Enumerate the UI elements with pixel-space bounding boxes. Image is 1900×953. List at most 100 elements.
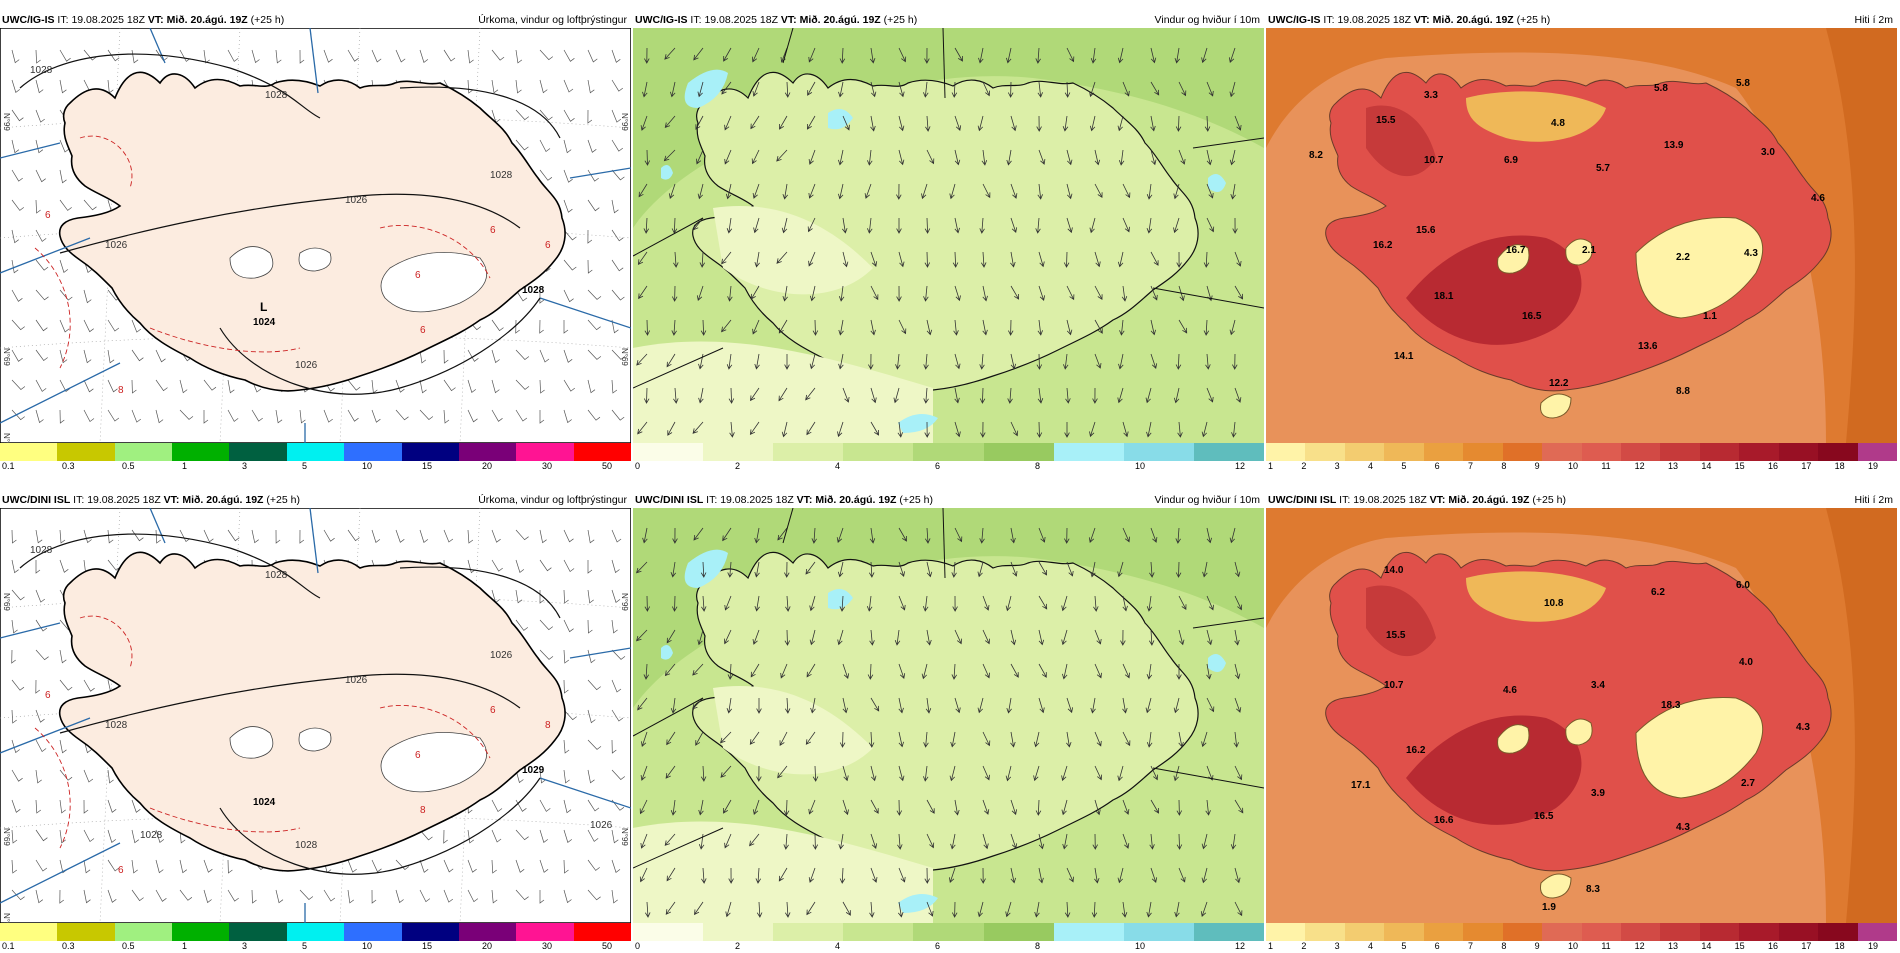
wind-barb	[611, 199, 619, 214]
lead-time: (+25 h)	[250, 14, 285, 26]
wind-barb	[563, 169, 573, 183]
wind-arrow	[1062, 663, 1068, 680]
wind-arrow	[1117, 765, 1124, 782]
wind-barb	[443, 409, 450, 424]
isobar	[19, 53, 321, 119]
wind-barb	[35, 739, 47, 753]
temperature-value: 4.3	[1744, 248, 1758, 259]
wind-barb	[323, 409, 333, 423]
wind-arrow	[898, 81, 905, 98]
colorbar-tick-label: 0.5	[122, 941, 135, 951]
wind-arrow	[1150, 867, 1158, 883]
wind-arrow	[924, 217, 931, 234]
wind-arrow	[749, 833, 760, 847]
wind-barb	[515, 529, 529, 541]
wind-barb	[587, 619, 593, 634]
wind-arrow	[784, 561, 790, 578]
wind-barb	[347, 379, 361, 391]
wind-barb	[35, 139, 44, 154]
temp-band	[1266, 28, 1897, 443]
wind-barb	[539, 859, 549, 873]
isobar	[59, 673, 521, 734]
wind-barb	[251, 889, 257, 904]
wind-barb	[35, 379, 47, 392]
wind-barb	[35, 859, 48, 872]
wind-arrow	[981, 149, 988, 166]
wind-arrow	[1089, 115, 1096, 132]
temperature-value: 2.2	[1676, 252, 1690, 263]
colorbar-tick-label: 10	[1568, 461, 1579, 471]
wind-barb	[35, 169, 46, 183]
precip-label: 6	[490, 705, 496, 716]
colorbar-tick-label: 2	[735, 941, 741, 951]
wind-barb	[371, 49, 382, 63]
wind-arrow	[644, 901, 651, 918]
wind-arrow	[1038, 251, 1045, 268]
wind-arrow	[728, 387, 735, 404]
wind-barb	[539, 559, 552, 572]
colorbar	[1266, 923, 1897, 941]
wind-barb	[11, 559, 19, 574]
wind-arrow	[1178, 319, 1188, 334]
wind-barb	[491, 379, 500, 394]
wind-barb	[467, 79, 474, 94]
wind-arrow	[1234, 697, 1242, 713]
wind-arrow	[1010, 731, 1016, 748]
iceland-land	[692, 71, 1199, 392]
wind-arrow	[1206, 527, 1212, 544]
low-pressure-value: 1024	[253, 317, 276, 328]
wind-arrow	[1007, 81, 1014, 98]
cold-area	[1635, 216, 1764, 319]
wind-arrow	[1178, 629, 1185, 646]
wind-barb	[539, 379, 545, 394]
colorbar-tick-label: 10	[1135, 461, 1146, 471]
wind-arrow	[808, 251, 816, 267]
wind-arrow	[1176, 799, 1183, 816]
wind-arrows	[636, 527, 1244, 918]
wind-arrow	[1036, 353, 1043, 370]
wind-barb	[563, 199, 573, 213]
wind-arrow	[750, 115, 760, 130]
isobar-label: 1028	[30, 65, 53, 76]
wind-arrow	[1006, 47, 1012, 64]
wind-arrow	[1005, 901, 1012, 918]
wind-barb	[491, 349, 500, 364]
wind-arrow	[636, 353, 648, 366]
wind-arrow	[671, 595, 678, 612]
wind-barb	[491, 49, 505, 61]
wind-arrow	[1176, 833, 1183, 850]
colorbar-swatch	[1053, 443, 1124, 461]
precip-label: 6	[420, 325, 426, 336]
wind-arrow	[870, 697, 880, 712]
wind-barb	[371, 889, 377, 904]
gust-patches	[661, 549, 1226, 913]
wind-arrow	[898, 595, 906, 611]
colorbar-swatch	[1305, 923, 1345, 941]
init-label: IT:	[1339, 494, 1351, 506]
wind-barb	[443, 889, 454, 903]
wind-arrow	[1122, 799, 1130, 815]
wind-barb	[395, 529, 405, 543]
wind-arrow	[693, 217, 704, 231]
wind-arrow	[781, 217, 788, 234]
wind-arrow	[982, 833, 989, 850]
wind-arrow	[838, 149, 844, 166]
wind-barb	[587, 859, 600, 871]
wind-barb	[515, 379, 530, 390]
wind-barb	[563, 320, 569, 334]
wind-barb	[59, 379, 71, 393]
wind-barb	[179, 829, 186, 844]
wind-arrow	[812, 319, 819, 336]
precip-label: 6	[415, 270, 421, 281]
wind-arrow	[979, 217, 985, 234]
wind-barb	[611, 709, 624, 722]
wind-barb	[35, 829, 48, 842]
wind-arrow	[1203, 319, 1210, 336]
gust-patch	[1208, 174, 1226, 192]
wind-barb	[563, 829, 573, 843]
wind-barb	[227, 49, 239, 62]
wind-barb	[419, 49, 429, 63]
wind-barb	[539, 890, 545, 904]
colorbar-swatch	[1581, 443, 1621, 461]
wind-arrow	[721, 319, 732, 333]
